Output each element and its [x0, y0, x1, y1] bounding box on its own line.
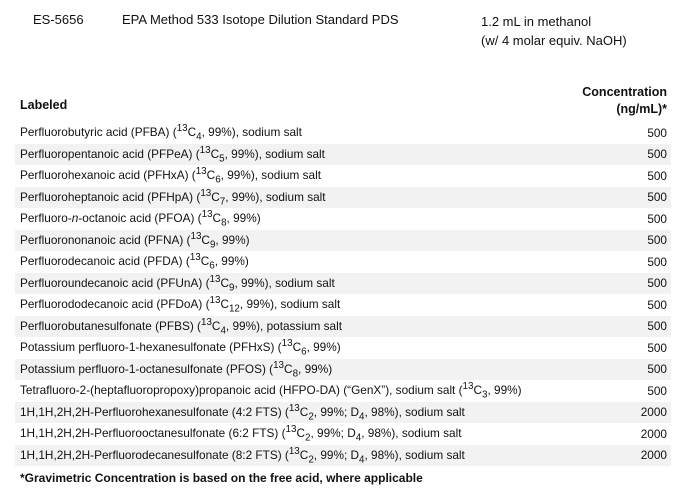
concentration-value: 2000 — [602, 444, 671, 466]
concentration-header-line2: (ng/mL)* — [616, 102, 667, 116]
concentration-value: 500 — [647, 383, 667, 398]
formulation-line2: (w/ 4 molar equiv. NaOH) — [481, 33, 627, 48]
table-row: Perfluorobutanesulfonate (PFBS) (13C4, 9… — [15, 315, 671, 337]
concentration-value: 500 — [602, 186, 671, 208]
footnote: *Gravimetric Concentration is based on t… — [20, 471, 423, 485]
compound-name: Tetrafluoro-2-(heptafluoropropoxy)propan… — [20, 381, 522, 401]
table-row: Potassium perfluoro-1-hexanesulfonate (P… — [15, 337, 671, 359]
product-title: EPA Method 533 Isotope Dilution Standard… — [122, 12, 399, 27]
compound-name: Perfluorobutanesulfonate (PFBS) (13C4, 9… — [15, 315, 602, 337]
labeled-column-header: Labeled — [20, 98, 68, 112]
table-row: Perfluoroheptanoic acid (PFHpA) (13C7, 9… — [15, 186, 671, 208]
concentration-value: 2000 — [602, 401, 671, 423]
table-row: Potassium perfluoro-1-octanesulfonate (P… — [15, 358, 671, 380]
table-row: Perfluorodecanoic acid (PFDA) (13C6, 99%… — [15, 251, 671, 273]
table-row: Perfluoropentanoic acid (PFPeA) (13C5, 9… — [15, 143, 671, 165]
table-row: Perfluoro-n-octanoic acid (PFOA) (13C8, … — [15, 208, 671, 230]
compound-name: Perfluoroheptanoic acid (PFHpA) (13C7, 9… — [15, 186, 602, 208]
concentration-value: 500 — [602, 143, 671, 165]
concentration-value: 500 — [602, 229, 671, 251]
formulation-line1: 1.2 mL in methanol — [481, 14, 592, 29]
components-table: Perfluorobutyric acid (PFBA) (13C4, 99%)… — [15, 122, 671, 466]
compound-name: Perfluoro-n-octanoic acid (PFOA) (13C8, … — [20, 209, 261, 229]
table-row: 1H,1H,2H,2H-Perfluorodecanesulfonate (8:… — [15, 444, 671, 466]
compound-name: Potassium perfluoro-1-hexanesulfonate (P… — [20, 338, 341, 358]
compound-name: Perfluoropentanoic acid (PFPeA) (13C5, 9… — [15, 143, 602, 165]
concentration-value: 500 — [647, 340, 667, 355]
compound-name: Perfluorononanoic acid (PFNA) (13C9, 99%… — [15, 229, 602, 251]
product-code: ES-5656 — [33, 12, 84, 27]
concentration-value: 500 — [647, 168, 667, 183]
table-row: Tetrafluoro-2-(heptafluoropropoxy)propan… — [15, 380, 671, 402]
product-header: ES-5656 EPA Method 533 Isotope Dilution … — [0, 10, 694, 54]
compound-name: Perfluoroundecanoic acid (PFUnA) (13C9, … — [15, 272, 602, 294]
compound-name: 1H,1H,2H,2H-Perfluorohexanesulfonate (4:… — [15, 401, 602, 423]
table-row: 1H,1H,2H,2H-Perfluorohexanesulfonate (4:… — [15, 401, 671, 423]
concentration-column-header: Concentration (ng/mL)* — [582, 84, 667, 118]
concentration-value: 500 — [602, 358, 671, 380]
table-row: Perfluorononanoic acid (PFNA) (13C9, 99%… — [15, 229, 671, 251]
formulation: 1.2 mL in methanol (w/ 4 molar equiv. Na… — [481, 12, 627, 50]
table-row: Perfluorohexanoic acid (PFHxA) (13C6, 99… — [15, 165, 671, 187]
compound-name: Perfluorodecanoic acid (PFDA) (13C6, 99%… — [20, 252, 249, 272]
table-row: Perfluorododecanoic acid (PFDoA) (13C12,… — [15, 294, 671, 316]
concentration-value: 500 — [647, 254, 667, 269]
compound-name: Perfluorododecanoic acid (PFDoA) (13C12,… — [20, 295, 341, 315]
table-row: Perfluorobutyric acid (PFBA) (13C4, 99%)… — [15, 122, 671, 144]
table-row: 1H,1H,2H,2H-Perfluorooctanesulfonate (6:… — [15, 423, 671, 445]
column-headers: Labeled Concentration (ng/mL)* — [15, 84, 671, 122]
compound-name: 1H,1H,2H,2H-Perfluorodecanesulfonate (8:… — [15, 444, 602, 466]
concentration-value: 500 — [647, 297, 667, 312]
concentration-value: 500 — [602, 272, 671, 294]
compound-name: Perfluorohexanoic acid (PFHxA) (13C6, 99… — [20, 166, 321, 186]
concentration-value: 2000 — [640, 426, 667, 441]
compound-name: Perfluorobutyric acid (PFBA) (13C4, 99%)… — [20, 123, 302, 143]
concentration-value: 500 — [602, 315, 671, 337]
concentration-value: 500 — [647, 211, 667, 226]
concentration-value: 500 — [647, 125, 667, 140]
concentration-header-line1: Concentration — [582, 85, 667, 99]
table-row: Perfluoroundecanoic acid (PFUnA) (13C9, … — [15, 272, 671, 294]
compound-name: 1H,1H,2H,2H-Perfluorooctanesulfonate (6:… — [20, 424, 462, 444]
compound-name: Potassium perfluoro-1-octanesulfonate (P… — [15, 358, 602, 380]
